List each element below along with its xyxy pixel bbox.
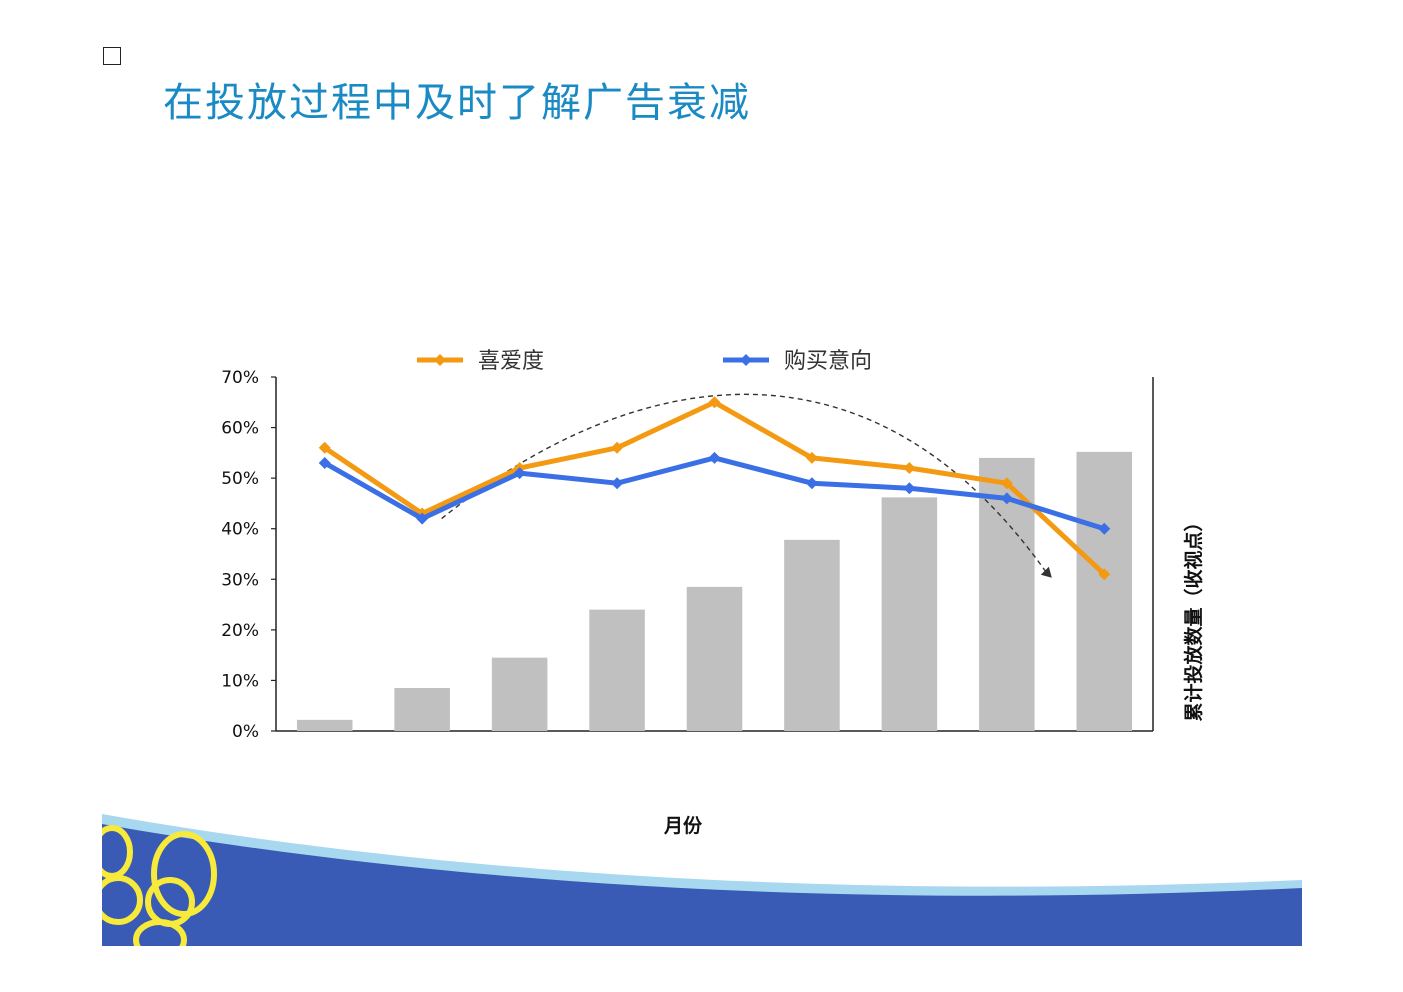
point: [318, 441, 331, 454]
bar: [491, 657, 548, 731]
point: [903, 482, 916, 495]
y-tick-label: 40%: [221, 520, 259, 540]
legend-marker: [740, 354, 752, 366]
point: [611, 477, 624, 490]
x-axis-title: 月份: [663, 814, 703, 837]
y-tick-label: 70%: [221, 368, 259, 388]
point: [611, 441, 624, 454]
point: [805, 451, 818, 464]
page-title: 在投放过程中及时了解广告衰减: [163, 80, 751, 126]
trend-arrowhead: [1040, 566, 1052, 578]
legend-marker: [434, 354, 446, 366]
point: [1000, 477, 1013, 490]
bar: [1076, 451, 1133, 731]
y-tick-label: 0%: [232, 722, 259, 742]
bar: [589, 609, 645, 731]
bar: [784, 539, 840, 731]
trend-arrow: [441, 393, 1052, 578]
bar: [686, 586, 743, 731]
legend-label: 购买意向: [784, 349, 872, 374]
line-series: [318, 396, 1111, 581]
footer-wave: [102, 824, 1302, 946]
point: [805, 477, 818, 490]
point: [1000, 492, 1013, 505]
y-tick-label: 20%: [221, 621, 259, 641]
axis-labels: 月份 累计投放数量（收视点）: [663, 512, 1205, 837]
bar: [394, 688, 450, 731]
point: [416, 512, 429, 525]
y-tick-label: 10%: [221, 671, 259, 691]
y2-axis-title: 累计投放数量（收视点）: [1182, 512, 1205, 721]
footer-banner: [102, 814, 1302, 946]
point: [708, 451, 721, 464]
legend: 喜爱度 购买意向: [417, 349, 872, 374]
y-tick-label: 30%: [221, 570, 259, 590]
y-axis: 0% 10% 20% 30% 40% 50% 60% 70%: [221, 368, 1154, 742]
y-tick-label: 50%: [221, 469, 259, 489]
point: [513, 467, 526, 480]
slide-checkbox[interactable]: [103, 47, 121, 65]
point: [1098, 522, 1111, 535]
bar: [296, 719, 353, 731]
point: [903, 462, 916, 475]
y-tick-label: 60%: [221, 419, 259, 439]
logo-360: [102, 825, 217, 946]
bar: [881, 497, 938, 731]
point: [1098, 568, 1111, 581]
legend-label: 喜爱度: [478, 349, 544, 374]
point: [708, 396, 721, 409]
point: [318, 456, 331, 469]
